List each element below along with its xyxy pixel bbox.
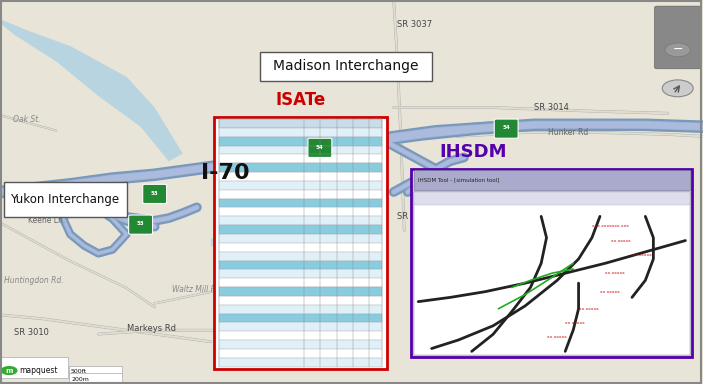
Text: 54: 54 [502,125,510,131]
Bar [219,172,382,181]
Polygon shape [506,307,633,353]
Bar [219,261,382,270]
Bar [219,154,382,163]
Text: 54: 54 [316,144,324,150]
Text: SR 3037: SR 3037 [397,20,432,30]
Bar [219,128,382,137]
Bar [219,146,382,154]
Bar [214,117,387,369]
FancyBboxPatch shape [654,6,701,69]
Text: xx xxxxx: xx xxxxx [546,335,566,339]
Bar [219,137,382,146]
Bar [219,199,382,207]
Text: SR 3010: SR 3010 [14,328,49,337]
Bar [411,169,692,357]
Text: Waltz Mill Rd.: Waltz Mill Rd. [172,285,224,295]
Bar [219,216,382,225]
Bar [219,243,382,252]
Circle shape [665,43,690,57]
Text: 53: 53 [136,221,145,227]
Text: −: − [673,43,683,56]
Text: mapquest: mapquest [20,366,58,375]
Bar [219,305,382,314]
Text: IHSDM: IHSDM [439,143,507,161]
FancyBboxPatch shape [494,119,518,138]
Text: Lick Run: Lick Run [218,251,250,260]
Bar [4,182,127,217]
Bar [219,252,382,261]
Bar [219,270,382,278]
Bar [219,323,382,331]
Bar [219,296,382,305]
Text: xx xxxxx: xx xxxxx [600,290,619,294]
Text: IHSDM Tool - [simulation tool]: IHSDM Tool - [simulation tool] [418,177,500,183]
Bar [414,192,690,205]
Text: Markeys Rd: Markeys Rd [127,324,176,333]
Text: xxx xxxxxxx xxx: xxx xxxxxxx xxx [592,224,628,228]
Text: Yukon Interchange: Yukon Interchange [11,193,120,206]
Text: ISATe: ISATe [276,91,325,109]
Bar [219,349,382,358]
Bar [414,192,690,355]
Bar [69,373,122,383]
Text: 500ft: 500ft [71,369,87,374]
Text: xx xxxxx: xx xxxxx [605,271,625,275]
Bar [260,52,432,81]
Text: Madison Interchange: Madison Interchange [273,59,419,73]
Bar [219,190,382,199]
Bar [219,163,382,172]
Bar [414,170,690,190]
Bar [69,366,122,376]
Text: m: m [6,367,13,374]
Text: SR 3014: SR 3014 [534,103,569,112]
Circle shape [662,80,693,97]
Text: Huntingdon Rd.: Huntingdon Rd. [4,276,63,285]
Bar [219,163,382,172]
Text: SR 3010: SR 3010 [218,324,253,333]
Bar [219,287,382,296]
Bar [219,225,382,234]
Bar [219,331,382,340]
Bar [219,340,382,349]
Text: Keene Ln.: Keene Ln. [28,216,65,225]
Text: Huntingdon St.: Huntingdon St. [14,203,77,212]
Bar [219,225,382,234]
Bar [219,199,382,207]
Bar [219,119,382,128]
Text: xx xxxxx: xx xxxxx [579,307,598,311]
Bar [219,314,382,323]
FancyBboxPatch shape [308,138,332,157]
Text: SR 3037: SR 3037 [397,212,432,222]
Bar [219,278,382,287]
Polygon shape [0,19,183,161]
Text: Oak St.: Oak St. [13,114,40,124]
FancyBboxPatch shape [129,215,153,234]
FancyBboxPatch shape [143,184,167,204]
Text: xx xxxxx: xx xxxxx [565,321,585,325]
Text: 200m: 200m [71,377,89,382]
Text: 53: 53 [150,190,159,196]
Text: xx xxxxx: xx xxxxx [611,238,631,243]
Bar [219,358,382,367]
Circle shape [1,366,18,375]
Bar [1,357,68,378]
Bar [219,207,382,216]
Text: Hunker Rd: Hunker Rd [548,128,588,137]
Bar [219,287,382,296]
Bar [219,234,382,243]
Polygon shape [211,238,352,353]
Text: xx xxxxx: xx xxxxx [632,253,652,257]
Bar [219,261,382,270]
Bar [219,137,382,146]
Bar [219,314,382,323]
Bar [219,181,382,190]
Text: I-70: I-70 [200,163,250,183]
